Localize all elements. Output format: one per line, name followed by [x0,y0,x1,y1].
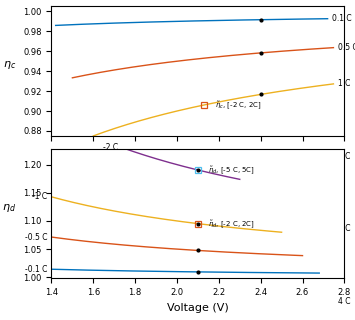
Text: 0.5 C: 0.5 C [338,43,355,52]
Text: -1 C: -1 C [32,192,47,201]
Text: 0.1 C: 0.1 C [332,14,351,23]
Y-axis label: $\eta_c$: $\eta_c$ [2,59,16,71]
Text: -0.5 C: -0.5 C [25,233,47,242]
Text: $\tilde{\eta}_{c}$, [-2 C, 2C]: $\tilde{\eta}_{c}$, [-2 C, 2C] [215,99,261,111]
X-axis label: Voltage (V): Voltage (V) [167,303,229,313]
Text: $\tilde{\eta}_{d}$, [-5 C, 5C]: $\tilde{\eta}_{d}$, [-5 C, 5C] [208,164,256,176]
Text: $\tilde{\eta}_{d}$, [-2 C, 2C]: $\tilde{\eta}_{d}$, [-2 C, 2C] [208,218,256,229]
Text: 2 C: 2 C [338,152,350,161]
Y-axis label: $\eta_d$: $\eta_d$ [2,202,16,214]
Text: -2 C: -2 C [103,143,118,152]
Text: 1 C: 1 C [338,79,350,88]
Text: 3 C: 3 C [338,224,350,233]
Text: $\tilde{\eta}_{c}$, [-5 C, 5C]: $\tilde{\eta}_{c}$, [-5 C, 5C] [215,193,261,204]
Text: -0.1 C: -0.1 C [25,265,48,274]
Text: 4 C: 4 C [338,297,350,306]
